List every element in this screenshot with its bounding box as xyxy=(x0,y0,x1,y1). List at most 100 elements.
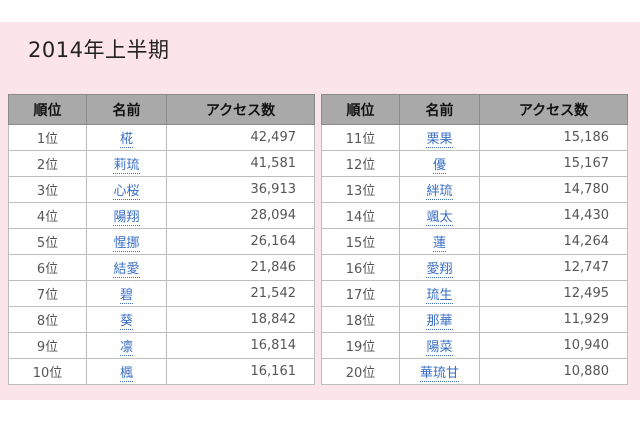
name-link[interactable]: 凛 xyxy=(119,340,133,356)
name-link[interactable]: 栗果 xyxy=(426,132,453,148)
name-link[interactable]: 愛翔 xyxy=(426,262,453,278)
table-row: 4位 陽翔 28,094 xyxy=(8,202,315,229)
access-count-cell: 12,495 xyxy=(479,280,628,307)
rank-cell: 15位 xyxy=(321,228,400,255)
rank-cell: 12位 xyxy=(321,150,400,177)
access-count-cell: 36,913 xyxy=(166,176,315,203)
rank-cell: 17位 xyxy=(321,280,400,307)
table-row: 18位 那華 11,929 xyxy=(321,306,628,333)
rank-cell: 16位 xyxy=(321,254,400,281)
table-row: 20位 華琉甘 10,880 xyxy=(321,358,628,385)
name-cell: 莉琉 xyxy=(86,150,167,177)
rank-cell: 10位 xyxy=(8,358,87,385)
name-link[interactable]: 蓮 xyxy=(432,236,446,252)
name-link[interactable]: 絆琉 xyxy=(426,184,453,200)
rank-cell: 5位 xyxy=(8,228,87,255)
ranking-tables: 順位 名前 アクセス数 1位 椛 42,497 2位 莉琉 41,581 3位 心桜 36,91… xyxy=(8,94,628,385)
name-cell: 那華 xyxy=(399,306,480,333)
rank-cell: 20位 xyxy=(321,358,400,385)
rank-cell: 7位 xyxy=(8,280,87,307)
name-link[interactable]: 椛 xyxy=(119,132,133,148)
name-link[interactable]: 楓 xyxy=(119,366,133,382)
name-cell: 陽菜 xyxy=(399,332,480,359)
access-count-cell: 28,094 xyxy=(166,202,315,229)
name-cell: 凛 xyxy=(86,332,167,359)
rank-cell: 14位 xyxy=(321,202,400,229)
header-rank: 順位 xyxy=(8,94,87,125)
name-link[interactable]: 優 xyxy=(432,158,446,174)
access-count-cell: 21,846 xyxy=(166,254,315,281)
rank-cell: 19位 xyxy=(321,332,400,359)
header-name: 名前 xyxy=(86,94,167,125)
name-link[interactable]: 結愛 xyxy=(113,262,140,278)
name-cell: 葵 xyxy=(86,306,167,333)
name-cell: 颯太 xyxy=(399,202,480,229)
table-row: 7位 碧 21,542 xyxy=(8,280,315,307)
name-link[interactable]: 碧 xyxy=(119,288,133,304)
name-link[interactable]: 華琉甘 xyxy=(419,366,459,382)
access-count-cell: 26,164 xyxy=(166,228,315,255)
rank-cell: 6位 xyxy=(8,254,87,281)
name-cell: 陽翔 xyxy=(86,202,167,229)
rank-cell: 18位 xyxy=(321,306,400,333)
header-row: 順位 名前 アクセス数 xyxy=(8,94,315,125)
access-count-cell: 41,581 xyxy=(166,150,315,177)
name-cell: 絆琉 xyxy=(399,176,480,203)
name-link[interactable]: 那華 xyxy=(426,314,453,330)
access-count-cell: 10,940 xyxy=(479,332,628,359)
rank-cell: 3位 xyxy=(8,176,87,203)
header-rank: 順位 xyxy=(321,94,400,125)
rank-cell: 4位 xyxy=(8,202,87,229)
name-link[interactable]: 惺挪 xyxy=(113,236,140,252)
access-count-cell: 11,929 xyxy=(479,306,628,333)
rank-cell: 9位 xyxy=(8,332,87,359)
table-row: 8位 葵 18,842 xyxy=(8,306,315,333)
header-access: アクセス数 xyxy=(166,94,315,125)
ranking-panel: 2014年上半期 順位 名前 アクセス数 1位 椛 42,497 2位 莉琉 41,581… xyxy=(0,22,640,400)
rank-cell: 1位 xyxy=(8,124,87,151)
name-cell: 優 xyxy=(399,150,480,177)
rank-cell: 2位 xyxy=(8,150,87,177)
page-title: 2014年上半期 xyxy=(28,38,170,62)
access-count-cell: 42,497 xyxy=(166,124,315,151)
name-link[interactable]: 陽菜 xyxy=(426,340,453,356)
name-link[interactable]: 颯太 xyxy=(426,210,453,226)
access-count-cell: 18,842 xyxy=(166,306,315,333)
name-link[interactable]: 陽翔 xyxy=(113,210,140,226)
name-cell: 華琉甘 xyxy=(399,358,480,385)
header-access: アクセス数 xyxy=(479,94,628,125)
access-count-cell: 10,880 xyxy=(479,358,628,385)
access-count-cell: 14,430 xyxy=(479,202,628,229)
table-row: 5位 惺挪 26,164 xyxy=(8,228,315,255)
table-row: 14位 颯太 14,430 xyxy=(321,202,628,229)
table-row: 6位 結愛 21,846 xyxy=(8,254,315,281)
table-row: 13位 絆琉 14,780 xyxy=(321,176,628,203)
name-cell: 蓮 xyxy=(399,228,480,255)
name-link[interactable]: 心桜 xyxy=(113,184,140,200)
name-cell: 愛翔 xyxy=(399,254,480,281)
name-cell: 惺挪 xyxy=(86,228,167,255)
name-cell: 栗果 xyxy=(399,124,480,151)
rank-cell: 8位 xyxy=(8,306,87,333)
rank-cell: 13位 xyxy=(321,176,400,203)
table-row: 1位 椛 42,497 xyxy=(8,124,315,151)
access-count-cell: 16,161 xyxy=(166,358,315,385)
name-cell: 椛 xyxy=(86,124,167,151)
name-cell: 碧 xyxy=(86,280,167,307)
name-link[interactable]: 琉生 xyxy=(426,288,453,304)
table-row: 17位 琉生 12,495 xyxy=(321,280,628,307)
name-link[interactable]: 葵 xyxy=(119,314,133,330)
name-cell: 結愛 xyxy=(86,254,167,281)
rank-cell: 11位 xyxy=(321,124,400,151)
name-cell: 心桜 xyxy=(86,176,167,203)
ranking-table-left: 順位 名前 アクセス数 1位 椛 42,497 2位 莉琉 41,581 3位 心桜 36,91… xyxy=(8,94,315,385)
table-row: 2位 莉琉 41,581 xyxy=(8,150,315,177)
access-count-cell: 12,747 xyxy=(479,254,628,281)
name-cell: 琉生 xyxy=(399,280,480,307)
access-count-cell: 15,186 xyxy=(479,124,628,151)
name-link[interactable]: 莉琉 xyxy=(113,158,140,174)
access-count-cell: 16,814 xyxy=(166,332,315,359)
table-row: 15位 蓮 14,264 xyxy=(321,228,628,255)
table-row: 16位 愛翔 12,747 xyxy=(321,254,628,281)
name-cell: 楓 xyxy=(86,358,167,385)
